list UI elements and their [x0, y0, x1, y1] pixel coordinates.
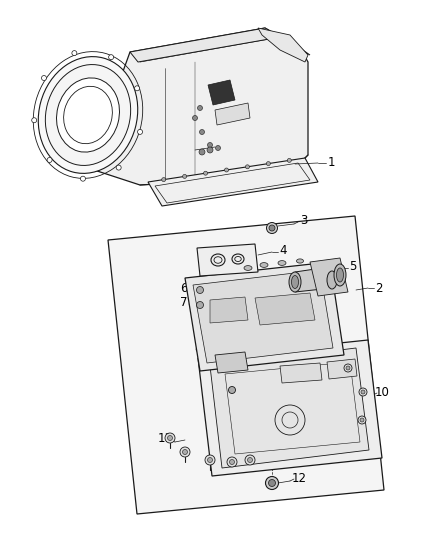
Polygon shape: [280, 363, 322, 383]
Ellipse shape: [327, 271, 337, 289]
Polygon shape: [130, 28, 310, 62]
Ellipse shape: [64, 86, 113, 144]
Ellipse shape: [57, 78, 120, 152]
Circle shape: [167, 435, 173, 440]
Polygon shape: [215, 103, 250, 125]
Circle shape: [162, 177, 166, 182]
Polygon shape: [327, 359, 357, 379]
Ellipse shape: [278, 261, 286, 265]
Circle shape: [247, 457, 252, 463]
Text: 12: 12: [292, 472, 307, 484]
Polygon shape: [198, 340, 382, 476]
Text: 2: 2: [375, 281, 383, 295]
Polygon shape: [310, 258, 348, 296]
Circle shape: [225, 168, 229, 172]
Circle shape: [360, 418, 364, 422]
Circle shape: [230, 459, 234, 464]
Circle shape: [344, 364, 352, 372]
Text: 9: 9: [200, 365, 208, 377]
Polygon shape: [215, 352, 248, 373]
Circle shape: [32, 118, 37, 123]
Circle shape: [205, 455, 215, 465]
Polygon shape: [193, 270, 333, 363]
Circle shape: [116, 165, 121, 170]
Polygon shape: [108, 216, 384, 514]
Circle shape: [227, 457, 237, 467]
Polygon shape: [255, 293, 315, 325]
Circle shape: [208, 142, 212, 148]
Circle shape: [268, 480, 276, 487]
Circle shape: [346, 366, 350, 370]
Circle shape: [197, 302, 204, 309]
Ellipse shape: [336, 268, 343, 282]
Ellipse shape: [289, 272, 301, 292]
Circle shape: [47, 157, 52, 163]
Circle shape: [207, 147, 213, 153]
Ellipse shape: [46, 64, 131, 165]
Text: 1: 1: [327, 157, 335, 169]
Polygon shape: [210, 297, 248, 323]
Polygon shape: [88, 28, 308, 185]
Circle shape: [269, 225, 275, 231]
Text: 3: 3: [300, 214, 307, 228]
Circle shape: [199, 149, 205, 155]
Circle shape: [72, 51, 77, 55]
Circle shape: [138, 130, 142, 134]
Circle shape: [266, 161, 270, 166]
Circle shape: [266, 222, 278, 233]
Ellipse shape: [260, 263, 268, 268]
Circle shape: [42, 76, 46, 80]
Circle shape: [183, 449, 187, 455]
Text: 4: 4: [279, 245, 287, 257]
Circle shape: [81, 176, 85, 181]
Text: 10: 10: [374, 385, 389, 399]
Ellipse shape: [297, 259, 304, 263]
Ellipse shape: [292, 276, 299, 288]
Circle shape: [204, 171, 208, 175]
Circle shape: [183, 174, 187, 179]
Polygon shape: [295, 268, 332, 292]
Ellipse shape: [334, 264, 346, 286]
Circle shape: [245, 455, 255, 465]
Polygon shape: [148, 158, 318, 206]
Polygon shape: [258, 28, 308, 62]
Text: 11: 11: [158, 432, 173, 445]
Text: 5: 5: [350, 261, 357, 273]
Circle shape: [199, 130, 205, 134]
Circle shape: [215, 146, 220, 150]
Text: 6: 6: [180, 281, 188, 295]
Circle shape: [180, 447, 190, 457]
Circle shape: [361, 390, 365, 394]
Circle shape: [165, 433, 175, 443]
Polygon shape: [197, 244, 258, 276]
Ellipse shape: [244, 265, 252, 270]
Circle shape: [192, 116, 198, 120]
Circle shape: [358, 416, 366, 424]
Polygon shape: [210, 348, 369, 468]
Circle shape: [245, 165, 249, 169]
Circle shape: [265, 477, 279, 489]
Polygon shape: [185, 262, 344, 371]
Circle shape: [134, 86, 140, 91]
Circle shape: [229, 386, 236, 393]
Text: 8: 8: [194, 342, 201, 354]
Text: 7: 7: [180, 296, 188, 310]
Ellipse shape: [38, 56, 138, 173]
Circle shape: [197, 287, 204, 294]
Circle shape: [359, 388, 367, 396]
Polygon shape: [208, 80, 235, 105]
Circle shape: [208, 457, 212, 463]
Circle shape: [287, 158, 291, 163]
Circle shape: [109, 55, 113, 60]
Circle shape: [198, 106, 202, 110]
